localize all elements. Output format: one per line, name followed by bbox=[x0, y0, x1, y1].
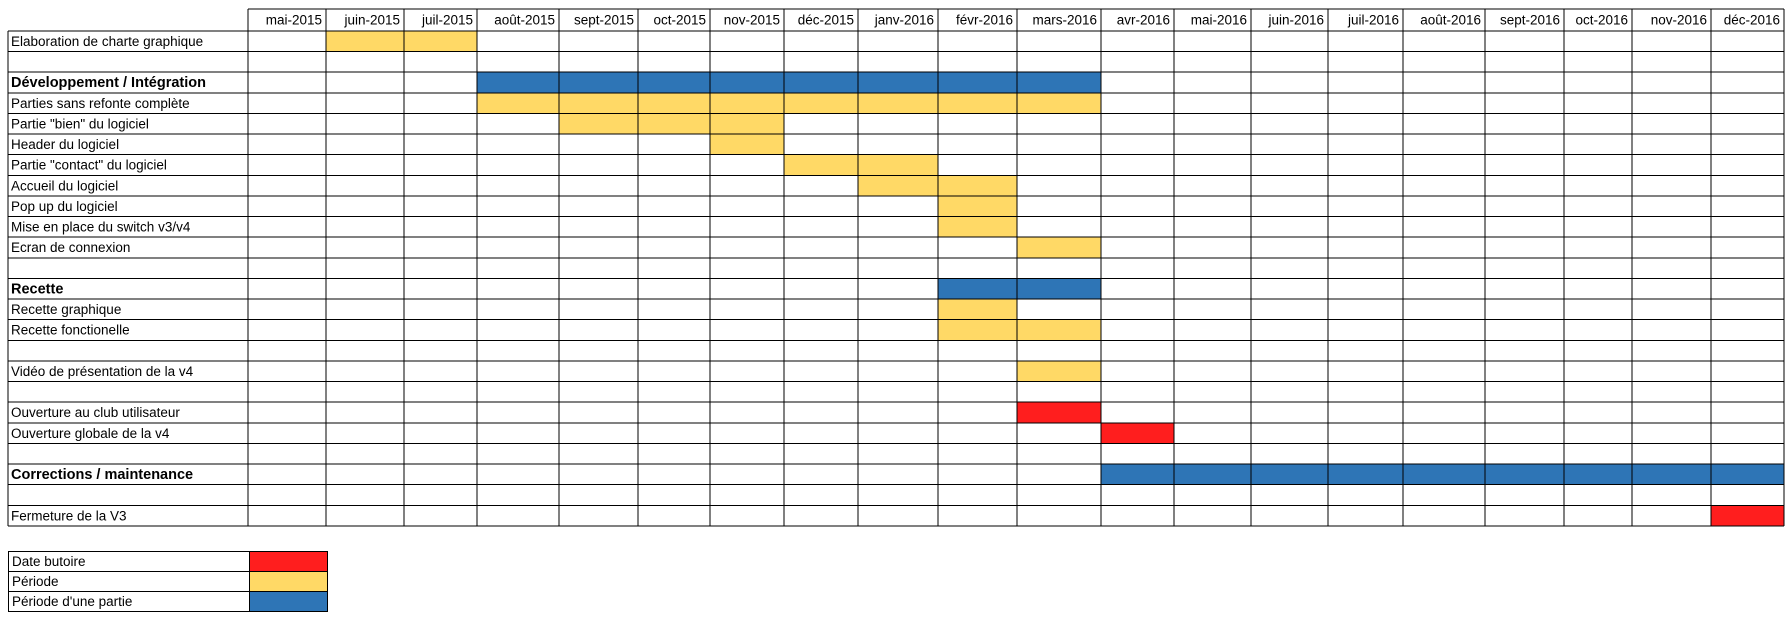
bar-partie bbox=[1101, 464, 1784, 485]
legend-swatch-red bbox=[249, 551, 328, 572]
task-labels: Elaboration de charte graphique Développe… bbox=[11, 34, 206, 523]
month-header: août-2016 bbox=[1420, 13, 1481, 28]
month-header: oct-2015 bbox=[653, 13, 706, 28]
bar-periode bbox=[559, 113, 784, 135]
legend-swatch-blue bbox=[249, 591, 328, 612]
bar-partie bbox=[938, 278, 1101, 300]
bar-butoire bbox=[1711, 505, 1784, 526]
month-header: juil-2015 bbox=[421, 13, 473, 28]
task-label: Fermeture de la V3 bbox=[11, 508, 127, 523]
legend-item-partie: Période d'une partie bbox=[8, 591, 328, 612]
month-header: févr-2016 bbox=[956, 13, 1013, 28]
month-header: mars-2016 bbox=[1032, 13, 1097, 28]
bar-periode bbox=[938, 216, 1017, 238]
bar-periode bbox=[1017, 360, 1101, 382]
month-header: sept-2015 bbox=[574, 13, 634, 28]
month-headers: mai-2015 juin-2015 juil-2015 août-2015 sept-… bbox=[266, 13, 1780, 28]
month-header: nov-2016 bbox=[1651, 13, 1707, 28]
legend-item-butoire: Date butoire bbox=[8, 551, 328, 572]
month-header: nov-2015 bbox=[724, 13, 780, 28]
section-label: Recette bbox=[11, 281, 63, 297]
month-header: janv-2016 bbox=[874, 13, 934, 28]
month-header: mai-2015 bbox=[266, 13, 322, 28]
task-label: Ouverture globale de la v4 bbox=[11, 426, 170, 441]
bar-partie bbox=[477, 72, 1101, 93]
grid bbox=[7, 8, 1785, 527]
task-label: Ecran de connexion bbox=[11, 240, 130, 255]
month-header: oct-2016 bbox=[1575, 13, 1628, 28]
task-label: Partie "bien" du logiciel bbox=[11, 116, 149, 131]
bar-periode bbox=[1017, 237, 1101, 258]
month-header: avr-2016 bbox=[1117, 13, 1170, 28]
task-label: Elaboration de charte graphique bbox=[11, 34, 203, 49]
task-label: Parties sans refonte complète bbox=[11, 96, 190, 111]
month-header: déc-2016 bbox=[1724, 13, 1780, 28]
month-header: mai-2016 bbox=[1191, 13, 1247, 28]
task-label: Pop up du logiciel bbox=[11, 199, 118, 214]
bars bbox=[326, 31, 1784, 526]
task-label: Mise en place du switch v3/v4 bbox=[11, 220, 191, 235]
month-header: sept-2016 bbox=[1500, 13, 1560, 28]
legend: Date butoire Période Période d'une parti… bbox=[8, 551, 328, 612]
bar-butoire bbox=[1017, 402, 1101, 423]
bar-periode bbox=[326, 31, 477, 52]
task-label: Ouverture au club utilisateur bbox=[11, 405, 180, 420]
bar-periode bbox=[938, 319, 1101, 341]
bar-periode bbox=[938, 299, 1017, 320]
bar-periode bbox=[710, 134, 784, 155]
section-label: Développement / Intégration bbox=[11, 75, 206, 91]
section-label: Corrections / maintenance bbox=[11, 467, 193, 483]
task-label: Accueil du logiciel bbox=[11, 178, 118, 193]
month-header: août-2015 bbox=[494, 13, 555, 28]
legend-label: Période bbox=[8, 571, 250, 592]
month-header: juin-2015 bbox=[343, 13, 400, 28]
legend-label: Date butoire bbox=[8, 551, 250, 572]
month-header: déc-2015 bbox=[798, 13, 854, 28]
month-header: juil-2016 bbox=[1347, 13, 1399, 28]
bar-butoire bbox=[1101, 422, 1174, 444]
legend-item-periode: Période bbox=[8, 571, 328, 592]
bar-periode bbox=[938, 195, 1017, 217]
bar-periode bbox=[784, 154, 938, 176]
task-label: Header du logiciel bbox=[11, 137, 119, 152]
legend-swatch-yellow bbox=[249, 571, 328, 592]
bar-periode bbox=[477, 92, 1101, 114]
task-label: Recette fonctionelle bbox=[11, 323, 130, 338]
task-label: Vidéo de présentation de la v4 bbox=[11, 364, 194, 379]
month-header: juin-2016 bbox=[1267, 13, 1324, 28]
task-label: Recette graphique bbox=[11, 302, 121, 317]
task-label: Partie "contact" du logiciel bbox=[11, 158, 167, 173]
legend-label: Période d'une partie bbox=[8, 591, 250, 612]
